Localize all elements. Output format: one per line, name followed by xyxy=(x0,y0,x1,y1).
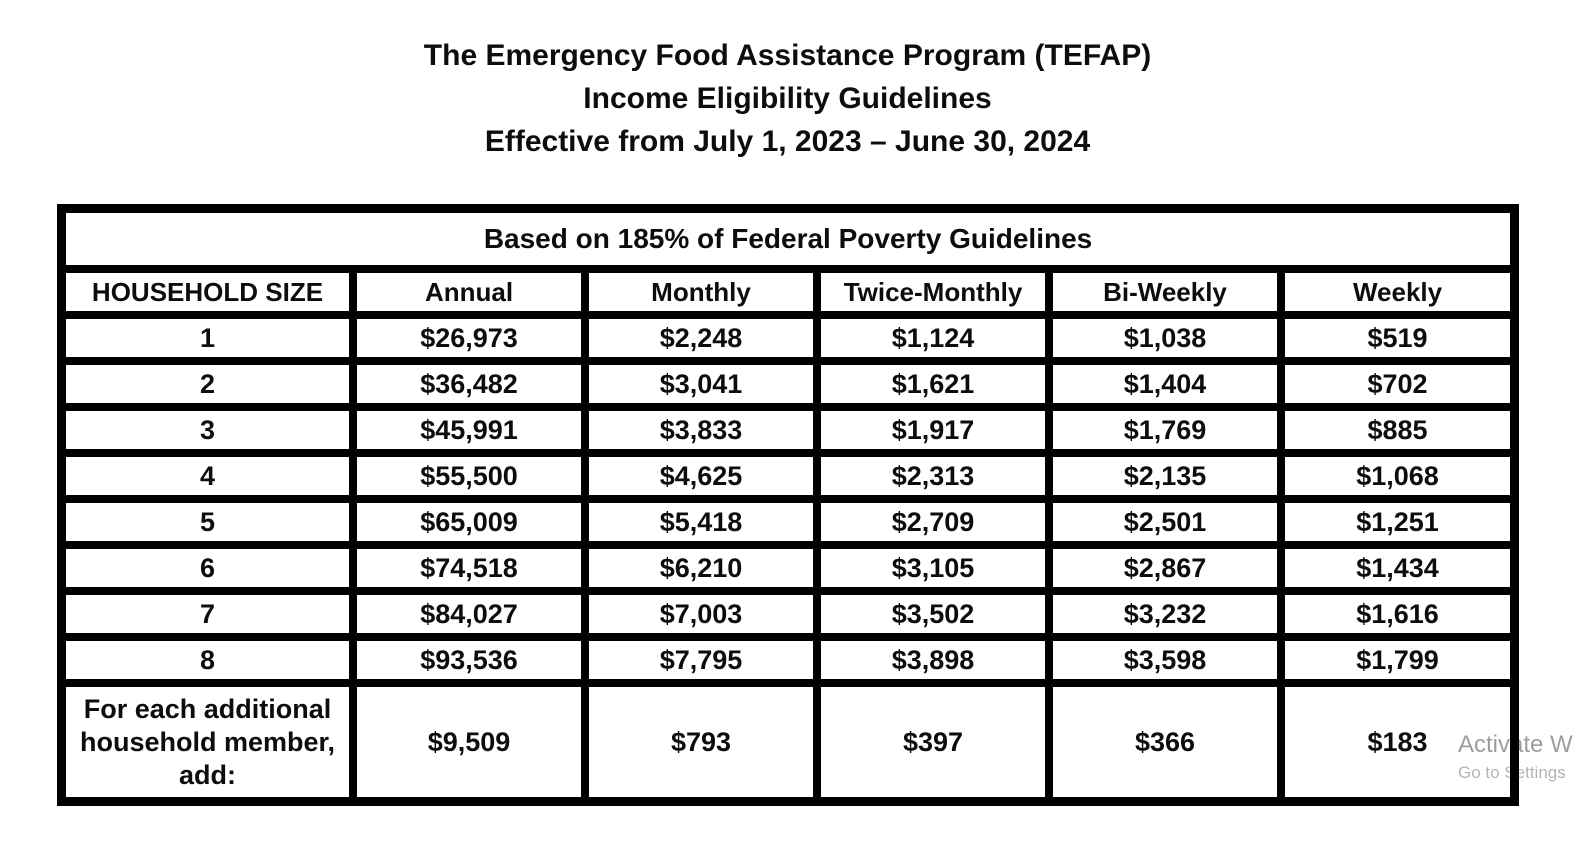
cell-twice-monthly: $3,898 xyxy=(818,638,1048,682)
additional-label-line-1: For each additional xyxy=(83,693,332,724)
cell-weekly: $1,434 xyxy=(1282,546,1514,590)
cell-bi-weekly: $3,598 xyxy=(1050,638,1280,682)
cell-weekly: $702 xyxy=(1282,362,1514,406)
cell-annual: $93,536 xyxy=(354,638,584,682)
cell-annual: $74,518 xyxy=(354,546,584,590)
col-header-household-size: HOUSEHOLD SIZE xyxy=(63,270,352,314)
cell-household-size: 8 xyxy=(63,638,352,682)
cell-weekly: $1,616 xyxy=(1282,592,1514,636)
cell-annual: $9,509 xyxy=(354,684,584,800)
cell-bi-weekly: $1,769 xyxy=(1050,408,1280,452)
cell-monthly: $7,003 xyxy=(586,592,816,636)
cell-household-size: 3 xyxy=(63,408,352,452)
title-line-program: The Emergency Food Assistance Program (T… xyxy=(423,39,1152,72)
cell-monthly: $5,418 xyxy=(586,500,816,544)
cell-annual: $84,027 xyxy=(354,592,584,636)
cell-household-size: 7 xyxy=(63,592,352,636)
additional-label-line-2: household member, xyxy=(79,726,336,757)
table-row-size-1: 1 $26,973 $2,248 $1,124 $1,038 $519 xyxy=(63,316,1514,360)
income-eligibility-table: Based on 185% of Federal Poverty Guideli… xyxy=(57,204,1520,806)
cell-weekly: $1,251 xyxy=(1282,500,1514,544)
table-row-additional-member: For each additional household member, ad… xyxy=(63,684,1514,800)
cell-twice-monthly: $3,502 xyxy=(818,592,1048,636)
cell-household-size: 2 xyxy=(63,362,352,406)
cell-bi-weekly: $366 xyxy=(1050,684,1280,800)
cell-monthly: $3,833 xyxy=(586,408,816,452)
table-row-size-4: 4 $55,500 $4,625 $2,313 $2,135 $1,068 xyxy=(63,454,1514,498)
cell-twice-monthly: $397 xyxy=(818,684,1048,800)
cell-bi-weekly: $1,404 xyxy=(1050,362,1280,406)
table-row-size-5: 5 $65,009 $5,418 $2,709 $2,501 $1,251 xyxy=(63,500,1514,544)
cell-household-size: 4 xyxy=(63,454,352,498)
table-row-size-2: 2 $36,482 $3,041 $1,621 $1,404 $702 xyxy=(63,362,1514,406)
cell-twice-monthly: $1,124 xyxy=(818,316,1048,360)
cell-weekly: $183 xyxy=(1282,684,1514,800)
col-header-twice-monthly: Twice-Monthly xyxy=(818,270,1048,314)
cell-bi-weekly: $2,867 xyxy=(1050,546,1280,590)
cell-monthly: $6,210 xyxy=(586,546,816,590)
cell-weekly: $885 xyxy=(1282,408,1514,452)
title-line-guidelines: Income Eligibility Guidelines xyxy=(583,82,992,115)
additional-label-line-3: add: xyxy=(179,759,236,790)
col-header-weekly: Weekly xyxy=(1282,270,1514,314)
cell-household-size: 5 xyxy=(63,500,352,544)
document-title: The Emergency Food Assistance Program (T… xyxy=(0,0,1575,163)
cell-annual: $36,482 xyxy=(354,362,584,406)
cell-twice-monthly: $1,621 xyxy=(818,362,1048,406)
banner-row: Based on 185% of Federal Poverty Guideli… xyxy=(63,210,1514,268)
cell-weekly: $519 xyxy=(1282,316,1514,360)
cell-monthly: $7,795 xyxy=(586,638,816,682)
table-row-size-6: 6 $74,518 $6,210 $3,105 $2,867 $1,434 xyxy=(63,546,1514,590)
cell-household-size: 1 xyxy=(63,316,352,360)
cell-twice-monthly: $2,313 xyxy=(818,454,1048,498)
cell-annual: $65,009 xyxy=(354,500,584,544)
col-header-monthly: Monthly xyxy=(586,270,816,314)
cell-twice-monthly: $3,105 xyxy=(818,546,1048,590)
title-line-effective-dates: Effective from July 1, 2023 – June 30, 2… xyxy=(484,125,1091,158)
col-header-annual: Annual xyxy=(354,270,584,314)
table-row-size-7: 7 $84,027 $7,003 $3,502 $3,232 $1,616 xyxy=(63,592,1514,636)
table-header-row: HOUSEHOLD SIZE Annual Monthly Twice-Mont… xyxy=(63,270,1514,314)
cell-bi-weekly: $3,232 xyxy=(1050,592,1280,636)
cell-twice-monthly: $1,917 xyxy=(818,408,1048,452)
cell-monthly: $3,041 xyxy=(586,362,816,406)
cell-monthly: $4,625 xyxy=(586,454,816,498)
cell-annual: $26,973 xyxy=(354,316,584,360)
cell-household-size: 6 xyxy=(63,546,352,590)
cell-weekly: $1,799 xyxy=(1282,638,1514,682)
cell-monthly: $2,248 xyxy=(586,316,816,360)
cell-annual: $55,500 xyxy=(354,454,584,498)
cell-monthly: $793 xyxy=(586,684,816,800)
cell-additional-member-label: For each additional household member, ad… xyxy=(63,684,352,800)
table-row-size-3: 3 $45,991 $3,833 $1,917 $1,769 $885 xyxy=(63,408,1514,452)
cell-bi-weekly: $2,501 xyxy=(1050,500,1280,544)
cell-bi-weekly: $2,135 xyxy=(1050,454,1280,498)
cell-bi-weekly: $1,038 xyxy=(1050,316,1280,360)
cell-weekly: $1,068 xyxy=(1282,454,1514,498)
cell-twice-monthly: $2,709 xyxy=(818,500,1048,544)
table-row-size-8: 8 $93,536 $7,795 $3,898 $3,598 $1,799 xyxy=(63,638,1514,682)
cell-annual: $45,991 xyxy=(354,408,584,452)
col-header-bi-weekly: Bi-Weekly xyxy=(1050,270,1280,314)
table-banner: Based on 185% of Federal Poverty Guideli… xyxy=(63,210,1514,268)
